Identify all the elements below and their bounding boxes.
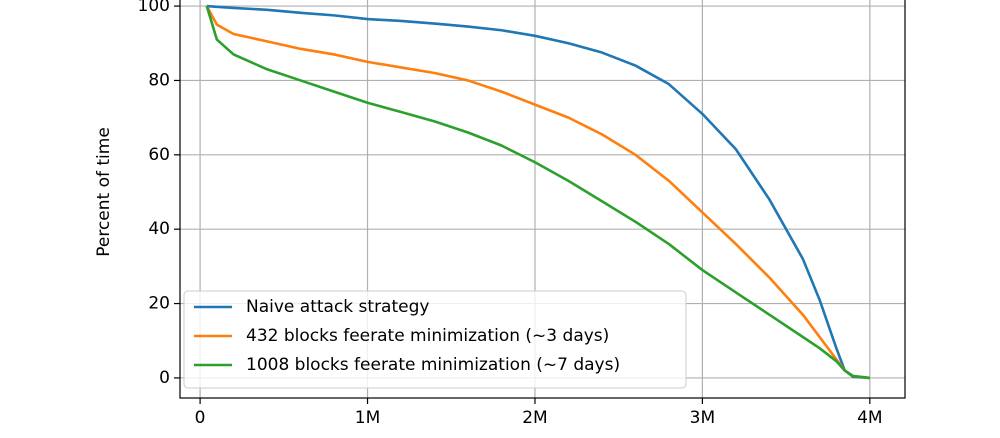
legend-label: 432 blocks feerate minimization (~3 days… xyxy=(246,326,609,346)
data-line xyxy=(205,5,870,380)
legend-label: 1008 blocks feerate minimization (~7 day… xyxy=(246,355,620,375)
y-tick-label: 60 xyxy=(148,145,170,165)
x-tick-label: 2M xyxy=(522,408,547,428)
y-axis-label: Percent of time xyxy=(94,127,114,257)
y-tick-label: 40 xyxy=(148,219,170,239)
y-tick-label: 80 xyxy=(148,70,170,90)
plot-frame xyxy=(179,0,906,399)
y-tick-label: 100 xyxy=(138,0,170,16)
x-tick-label: 1M xyxy=(355,408,380,428)
legend-label: Naive attack strategy xyxy=(246,297,429,317)
data-line xyxy=(205,5,870,380)
y-tick-label: 0 xyxy=(159,368,170,388)
data-line xyxy=(206,4,870,380)
x-tick-label: 3M xyxy=(690,408,715,428)
y-tick-label: 20 xyxy=(148,294,170,314)
legend-box xyxy=(183,290,687,389)
x-tick-label: 0 xyxy=(195,408,206,428)
x-tick-label: 4M xyxy=(857,408,882,428)
